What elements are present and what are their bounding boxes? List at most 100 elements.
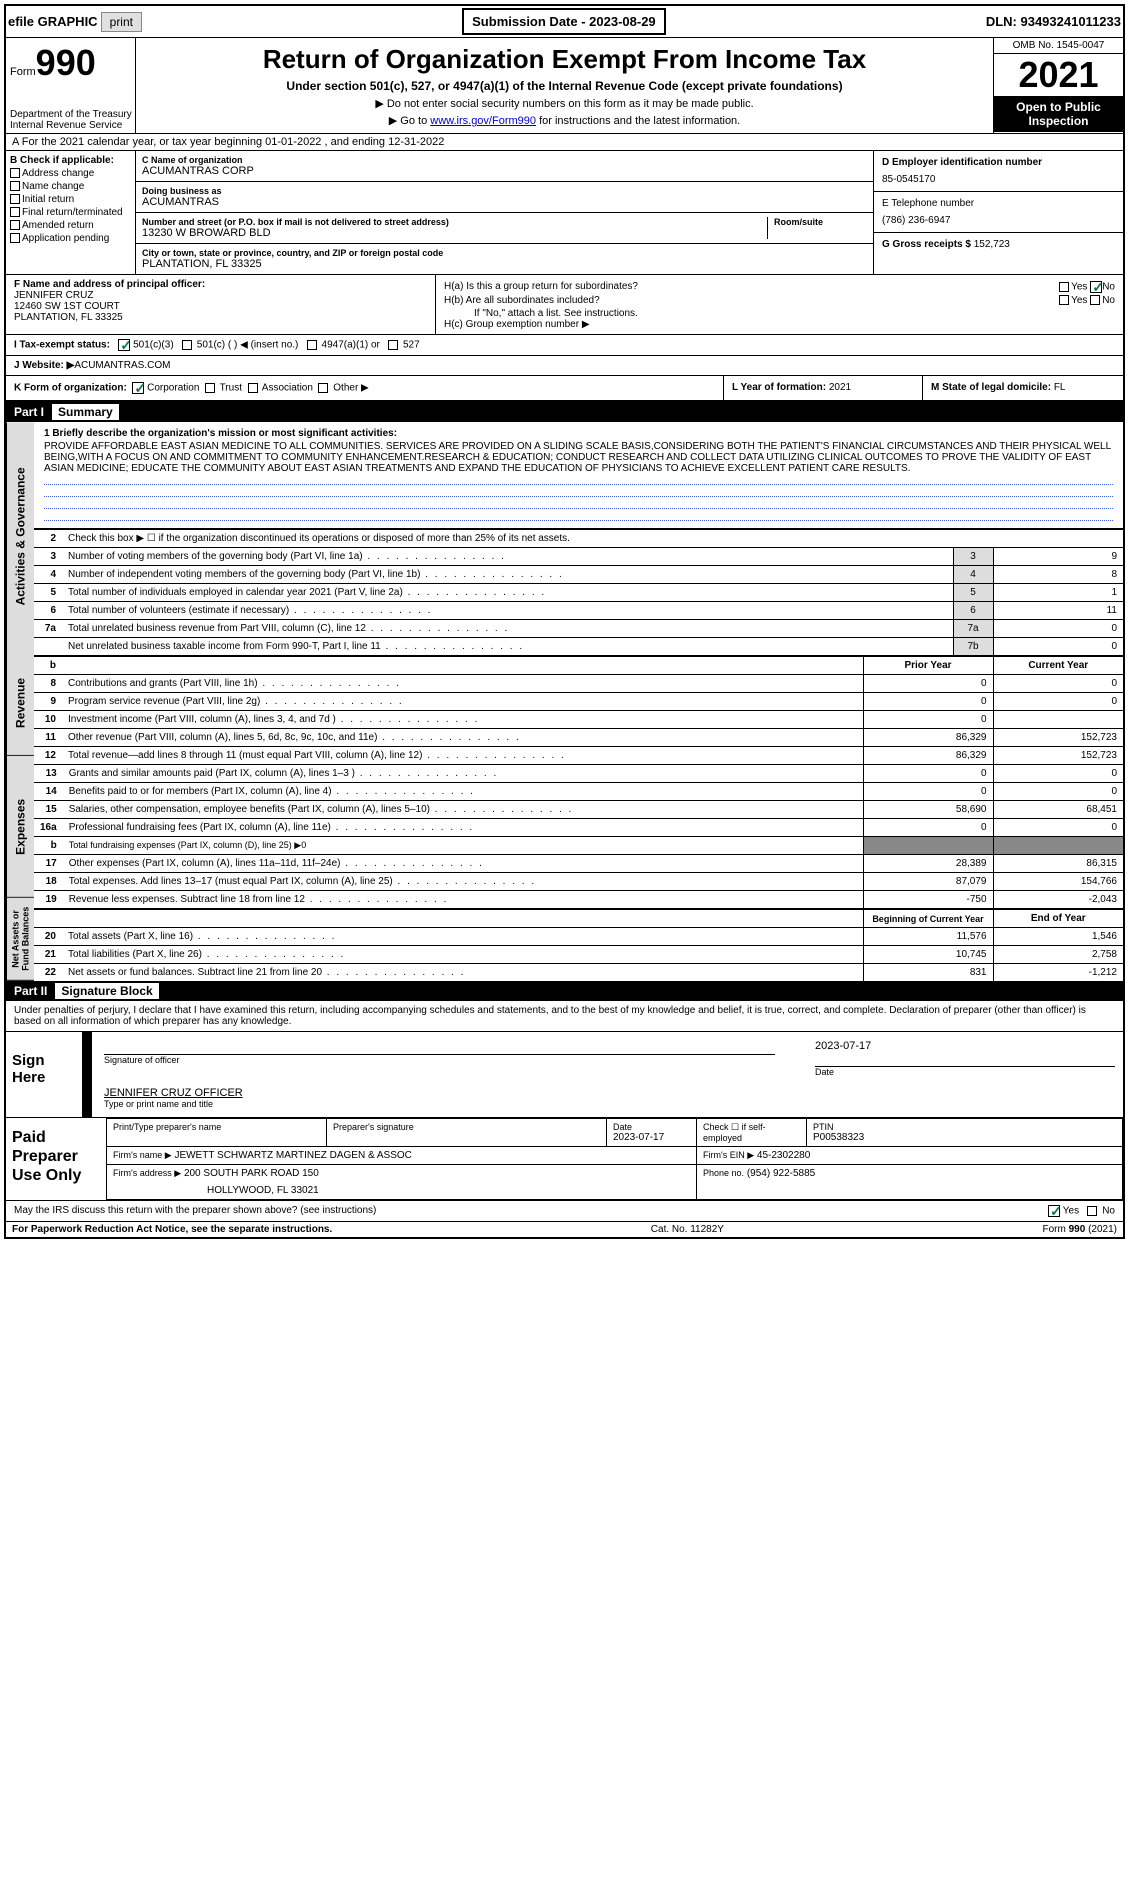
firm-name-label: Firm's name ▶	[113, 1150, 172, 1160]
tax-exempt-label: I Tax-exempt status:	[14, 340, 110, 351]
cb-corporation[interactable]	[132, 382, 144, 394]
opt-501c3: 501(c)(3)	[133, 340, 174, 351]
col-b: B Check if applicable: Address change Na…	[6, 151, 136, 274]
officer-printed-name: JENNIFER CRUZ OFFICER	[104, 1087, 1115, 1099]
officer-label: F Name and address of principal officer:	[14, 279, 427, 290]
year-formation-label: L Year of formation:	[732, 382, 826, 393]
cb-initial-return[interactable]	[10, 194, 20, 204]
discuss-no[interactable]	[1087, 1206, 1097, 1216]
cb-application-pending[interactable]	[10, 233, 20, 243]
cb-527[interactable]	[388, 340, 398, 350]
row-i: I Tax-exempt status: 501(c)(3) 501(c) ( …	[6, 335, 1123, 356]
activities-table: 2Check this box ▶ ☐ if the organization …	[34, 529, 1123, 655]
table-row: 14Benefits paid to or for members (Part …	[34, 783, 1123, 801]
hb-note: If "No," attach a list. See instructions…	[444, 308, 1115, 319]
date-label: Date	[815, 1067, 1115, 1077]
yes-label: Yes	[1071, 282, 1087, 293]
part1-header: Part I Summary	[6, 402, 1123, 422]
gross-receipts-label: G Gross receipts $	[882, 239, 971, 250]
cb-address-change[interactable]	[10, 168, 20, 178]
hb-label: H(b) Are all subordinates included?	[444, 295, 600, 306]
cb-final-return[interactable]	[10, 207, 20, 217]
dba: ACUMANTRAS	[142, 196, 867, 208]
vtab-revenue: Revenue	[6, 651, 34, 756]
room-label: Room/suite	[774, 217, 867, 227]
hb-no[interactable]	[1090, 295, 1100, 305]
table-row: 13Grants and similar amounts paid (Part …	[34, 765, 1123, 783]
signature-label: Signature of officer	[104, 1055, 775, 1065]
hc-label: H(c) Group exemption number ▶	[444, 319, 1115, 330]
officer-addr1: 12460 SW 1ST COURT	[14, 301, 427, 312]
print-button[interactable]: print	[101, 12, 142, 32]
part2-header: Part II Signature Block	[6, 981, 1123, 1001]
table-row: 21Total liabilities (Part X, line 26)10,…	[34, 946, 1123, 964]
table-row: 8Contributions and grants (Part VIII, li…	[34, 675, 1123, 693]
table-row: Net unrelated business taxable income fr…	[34, 638, 1123, 656]
mission-label: 1 Briefly describe the organization's mi…	[44, 428, 1113, 439]
table-row: 6Total number of volunteers (estimate if…	[34, 602, 1123, 620]
prep-sig-label: Preparer's signature	[333, 1122, 600, 1132]
org-name-label: C Name of organization	[142, 155, 867, 165]
no-label: No	[1102, 295, 1115, 306]
opt-corp: Corporation	[147, 383, 199, 394]
preparer-row: Paid Preparer Use Only Print/Type prepar…	[6, 1118, 1123, 1200]
cb-501c[interactable]	[182, 340, 192, 350]
hb-yes[interactable]	[1059, 295, 1069, 305]
table-row: 11Other revenue (Part VIII, column (A), …	[34, 729, 1123, 747]
discuss-yes[interactable]	[1048, 1205, 1060, 1217]
vtab-expenses: Expenses	[6, 756, 34, 898]
firm-phone: (954) 922-5885	[747, 1168, 815, 1179]
col-k: K Form of organization: Corporation Trus…	[6, 376, 723, 400]
mission-text: PROVIDE AFFORDABLE EAST ASIAN MEDICINE T…	[44, 441, 1113, 474]
table-row: 3Number of voting members of the governi…	[34, 548, 1123, 566]
cb-name-change[interactable]	[10, 181, 20, 191]
org-name: ACUMANTRAS CORP	[142, 165, 867, 177]
form990-link[interactable]: www.irs.gov/Form990	[430, 115, 536, 127]
footer: For Paperwork Reduction Act Notice, see …	[6, 1221, 1123, 1237]
phone-label: E Telephone number	[882, 198, 1115, 209]
ha-no[interactable]	[1090, 281, 1102, 293]
cb-trust[interactable]	[205, 383, 215, 393]
efile-label: efile GRAPHIC	[8, 14, 98, 29]
top-bar: efile GRAPHIC print Submission Date - 20…	[6, 6, 1123, 38]
footer-right: Form 990 (2021)	[1043, 1224, 1117, 1235]
footer-left: For Paperwork Reduction Act Notice, see …	[12, 1224, 332, 1235]
website-label: J Website: ▶	[14, 360, 74, 371]
mission-block: 1 Briefly describe the organization's mi…	[34, 422, 1123, 529]
preparer-table: Print/Type preparer's name Preparer's si…	[106, 1118, 1123, 1200]
officer-name: JENNIFER CRUZ	[14, 290, 427, 301]
addr-label: Number and street (or P.O. box if mail i…	[142, 217, 767, 227]
col-de: D Employer identification number 85-0545…	[873, 151, 1123, 274]
expenses-table: 13Grants and similar amounts paid (Part …	[34, 764, 1123, 908]
vtab-netassets: Net Assets or Fund Balances	[6, 898, 34, 981]
table-row: 12Total revenue—add lines 8 through 11 (…	[34, 747, 1123, 765]
cb-4947[interactable]	[307, 340, 317, 350]
domicile: FL	[1054, 382, 1066, 393]
col-m: M State of legal domicile: FL	[923, 376, 1123, 400]
cb-amended[interactable]	[10, 220, 20, 230]
cb-other[interactable]	[318, 383, 328, 393]
instr-2: ▶ Go to www.irs.gov/Form990 for instruct…	[142, 114, 987, 127]
website: ACUMANTRAS.COM	[74, 360, 170, 371]
part1-body: Activities & Governance Revenue Expenses…	[6, 422, 1123, 981]
part2-label: Part II	[14, 984, 47, 998]
yes-label: Yes	[1063, 1206, 1079, 1217]
discuss-row: May the IRS discuss this return with the…	[6, 1200, 1123, 1221]
cb-association[interactable]	[248, 383, 258, 393]
phone-label: Phone no.	[703, 1168, 744, 1178]
tax-year: 2021	[994, 54, 1123, 96]
table-row: 22Net assets or fund balances. Subtract …	[34, 964, 1123, 982]
no-label: No	[1102, 282, 1115, 293]
header-row: Form990 Department of the Treasury Inter…	[6, 38, 1123, 134]
table-header-row: bPrior YearCurrent Year	[34, 656, 1123, 675]
table-row: 18Total expenses. Add lines 13–17 (must …	[34, 873, 1123, 891]
table-row: 2Check this box ▶ ☐ if the organization …	[34, 530, 1123, 548]
form-number: 990	[36, 42, 96, 83]
opt-trust: Trust	[220, 383, 242, 394]
open-public: Open to Public Inspection	[994, 96, 1123, 132]
vtab-activities: Activities & Governance	[6, 422, 34, 651]
title-box: Return of Organization Exempt From Incom…	[136, 38, 993, 133]
ha-yes[interactable]	[1059, 282, 1069, 292]
self-employed-label: Check ☐ if self-employed	[703, 1122, 800, 1143]
cb-501c3[interactable]	[118, 339, 130, 351]
